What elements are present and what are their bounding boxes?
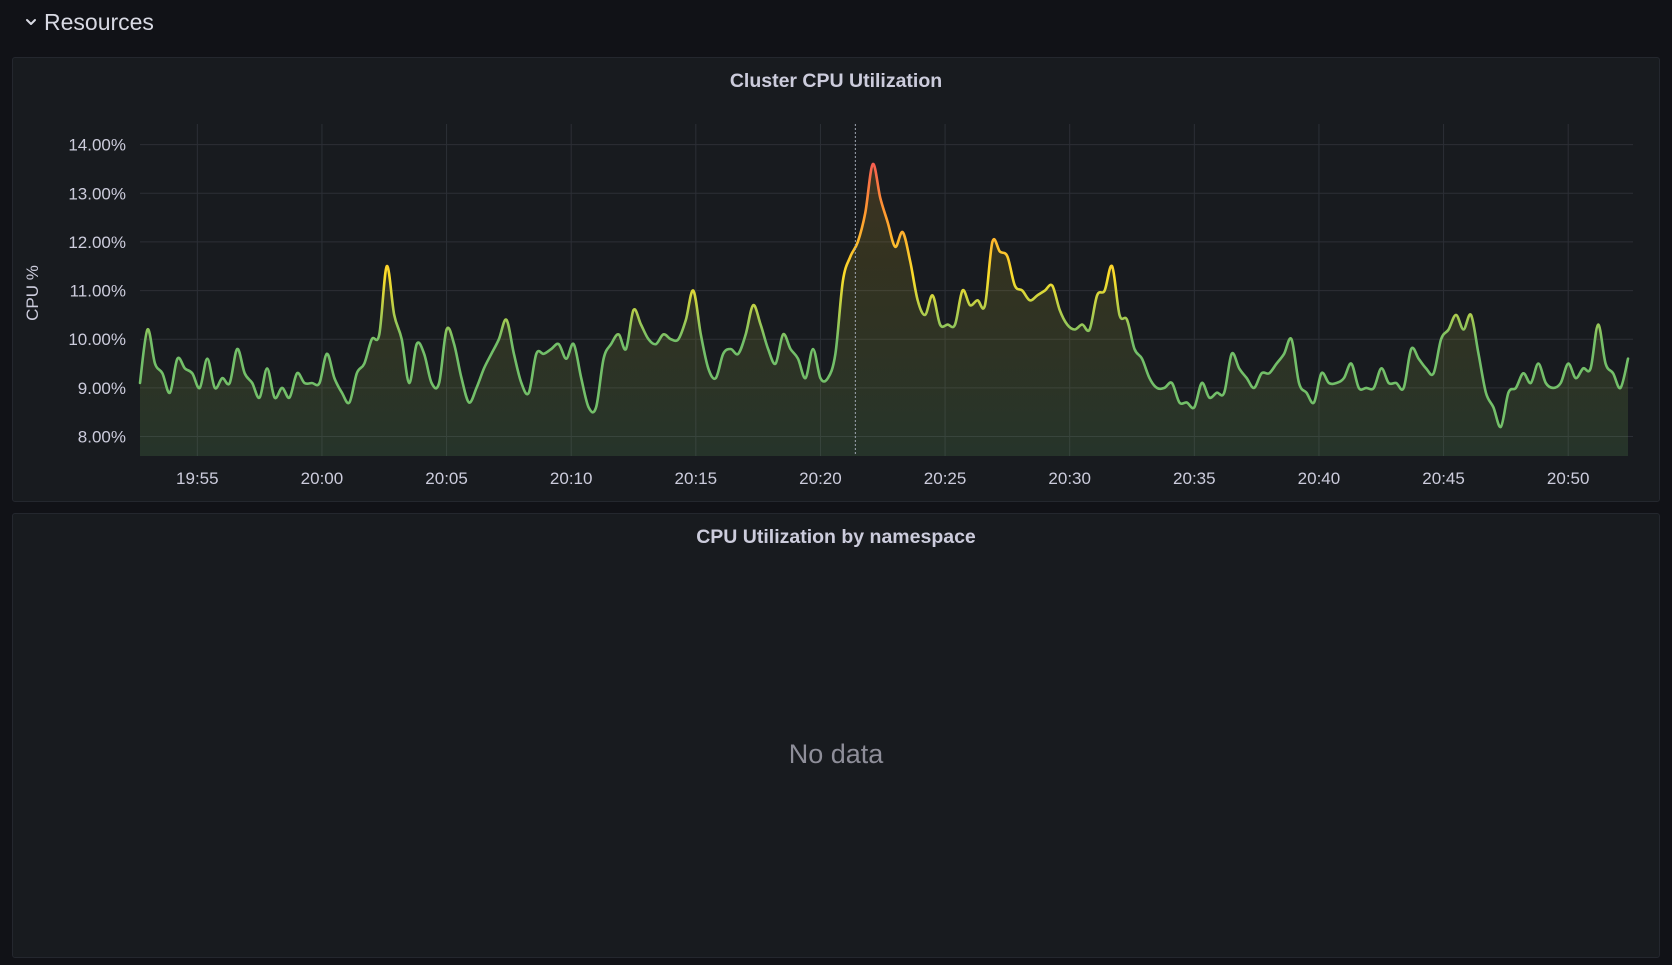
no-data-message: No data [788,739,884,769]
namespace-cpu-panel[interactable]: CPU Utilization by namespace No data [12,513,1660,958]
y-axis-title: CPU % [23,265,42,321]
x-tick-label: 20:25 [924,469,967,488]
chevron-down-icon [26,19,36,25]
x-tick-label: 19:55 [176,469,219,488]
x-tick-label: 20:00 [301,469,344,488]
y-tick-label: 10.00% [68,330,126,349]
y-tick-label: 12.00% [68,233,126,252]
x-tick-label: 20:05 [425,469,468,488]
y-tick-label: 8.00% [78,428,126,447]
y-tick-label: 13.00% [68,184,126,203]
y-tick-label: 9.00% [78,379,126,398]
cpu-utilization-chart[interactable]: 8.00% 9.00% 10.00% 11.00% 12.00% 13.00% 14.00%… [13,58,1659,501]
row-title: Resources [44,8,154,35]
cluster-cpu-panel[interactable]: Cluster CPU Utilization 8.00% 9.00% 10.00%… [12,57,1660,502]
y-tick-label: 11.00% [70,282,126,301]
row-header-resources[interactable]: Resources [24,6,154,38]
x-tick-label: 20:40 [1298,469,1341,488]
series-area-fill [140,163,1628,456]
x-tick-label: 20:10 [550,469,593,488]
x-tick-label: 20:45 [1422,469,1465,488]
x-tick-label: 20:20 [799,469,842,488]
panel-title[interactable]: CPU Utilization by namespace [696,526,976,548]
x-tick-label: 20:15 [675,469,718,488]
x-tick-label: 20:35 [1173,469,1216,488]
x-tick-label: 20:50 [1547,469,1590,488]
x-tick-label: 20:30 [1048,469,1091,488]
series-line-cpu[interactable] [138,162,1630,429]
panel-title[interactable]: Cluster CPU Utilization [729,70,943,92]
y-tick-label: 14.00% [68,136,126,155]
